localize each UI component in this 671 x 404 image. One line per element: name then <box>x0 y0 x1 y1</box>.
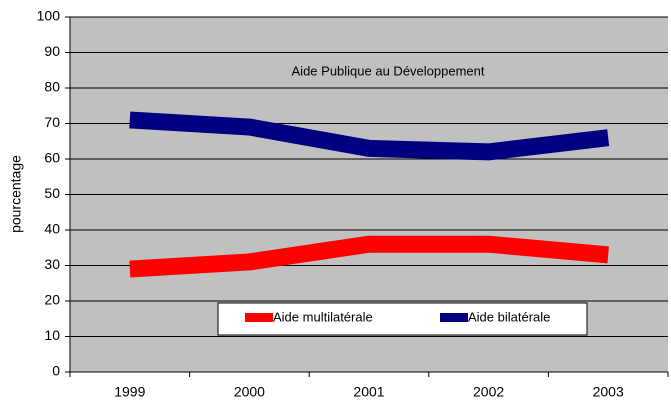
y-tick-label: 80 <box>44 79 60 95</box>
x-tick-label: 2003 <box>593 384 624 400</box>
x-tick-label: 2001 <box>353 384 384 400</box>
y-tick-label: 10 <box>44 327 60 343</box>
y-axis-label: pourcentage <box>8 155 24 233</box>
y-tick-label: 20 <box>44 292 60 308</box>
legend-swatch <box>245 313 273 322</box>
y-tick-label: 90 <box>44 43 60 59</box>
legend-swatch <box>440 313 468 322</box>
legend-label: Aide multilatérale <box>273 309 373 324</box>
x-tick-label: 2002 <box>473 384 504 400</box>
y-tick-label: 40 <box>44 221 60 237</box>
y-tick-label: 70 <box>44 114 60 130</box>
x-tick-label: 1999 <box>114 384 145 400</box>
chart-title: Aide Publique au Développement <box>292 63 485 78</box>
y-tick-label: 60 <box>44 150 60 166</box>
y-tick-label: 50 <box>44 185 60 201</box>
series-line <box>129 111 610 161</box>
legend <box>217 302 588 336</box>
y-tick-label: 0 <box>52 363 60 379</box>
series-line <box>129 235 609 278</box>
y-tick-label: 30 <box>44 256 60 272</box>
legend-label: Aide bilatérale <box>468 309 550 324</box>
y-tick-label: 100 <box>37 8 61 24</box>
x-tick-label: 2000 <box>234 384 265 400</box>
